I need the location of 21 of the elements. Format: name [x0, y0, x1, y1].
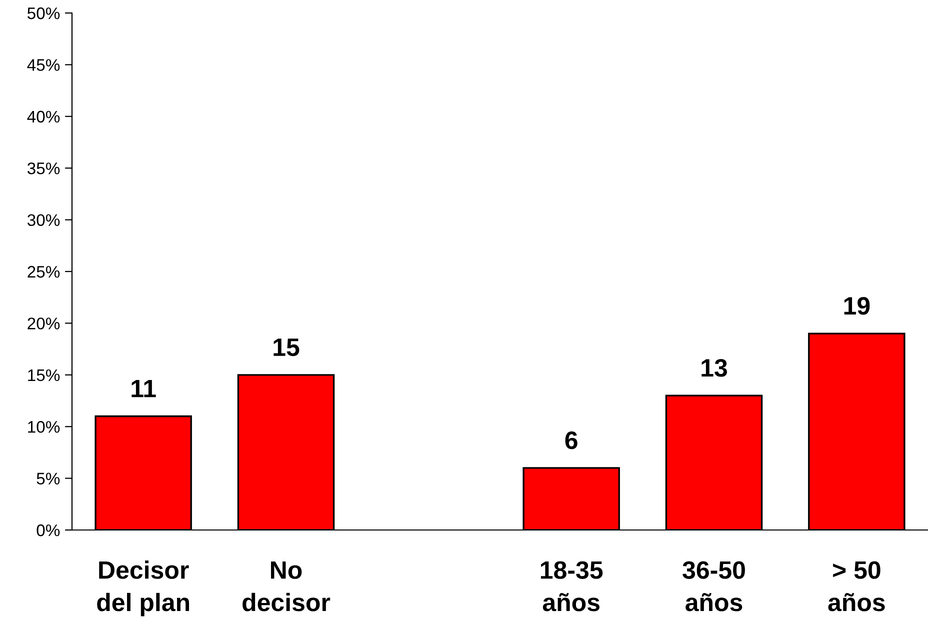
- x-tick-label: 18-35 años: [540, 561, 603, 612]
- data-label: 15: [274, 338, 300, 356]
- y-tick-label: 35%: [27, 162, 60, 174]
- x-tick-label: 36-50 años: [682, 561, 745, 612]
- y-tick-label: 15%: [28, 369, 60, 382]
- data-label: 19: [844, 297, 870, 315]
- y-tick-label: 5%: [36, 472, 60, 485]
- data-label: 13: [702, 359, 727, 377]
- y-tick-label: 45%: [27, 59, 60, 71]
- data-label: 6: [565, 431, 578, 450]
- y-tick-label: 0%: [36, 524, 60, 536]
- x-tick-label: Decisor del plan: [97, 560, 190, 616]
- y-tick-label: 40%: [27, 110, 60, 123]
- y-tick-label: 30%: [27, 214, 60, 226]
- y-tick-label: 10%: [28, 421, 60, 433]
- y-tick-label: 25%: [28, 266, 60, 278]
- y-tick-label: 50%: [28, 7, 60, 20]
- x-tick-label: No decisor: [242, 561, 330, 612]
- y-tick-label: 20%: [28, 318, 60, 330]
- x-tick-label: > 50 años: [828, 561, 885, 612]
- data-label: 11: [132, 380, 156, 398]
